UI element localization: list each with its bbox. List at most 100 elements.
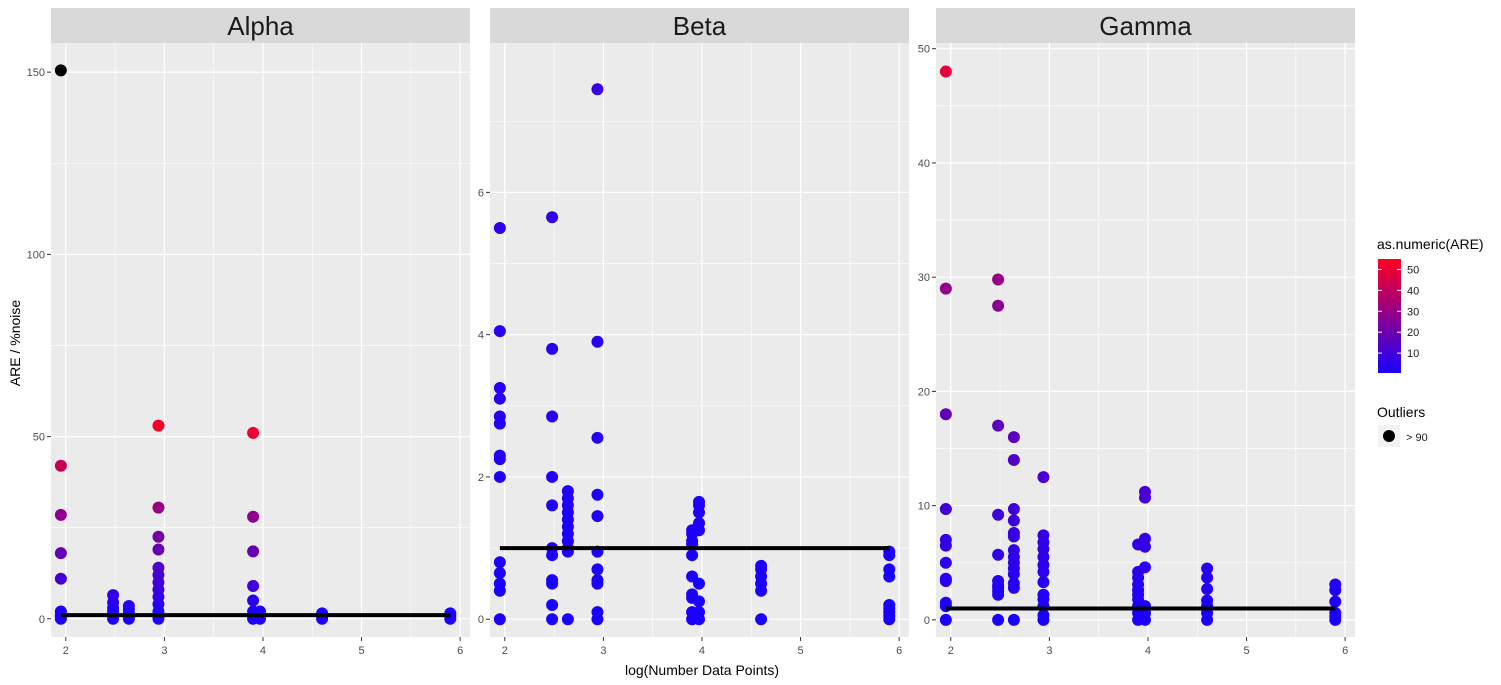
- panel-title-alpha: Alpha: [227, 11, 294, 41]
- data-point: [992, 273, 1005, 286]
- data-point: [152, 501, 165, 514]
- y-tick-label: 10: [918, 501, 930, 513]
- y-tick-label: 100: [27, 249, 45, 261]
- data-point: [546, 499, 559, 512]
- data-point: [992, 419, 1005, 432]
- outlier-legend-key: [1383, 430, 1395, 442]
- data-point: [1007, 514, 1020, 527]
- data-point: [493, 566, 506, 579]
- data-point: [493, 470, 506, 483]
- y-tick-label: 0: [924, 615, 930, 627]
- data-point: [1007, 581, 1020, 594]
- data-point: [1139, 491, 1152, 504]
- x-tick-label: 4: [699, 645, 705, 657]
- data-point: [1139, 540, 1152, 553]
- y-tick-label: 4: [478, 330, 484, 342]
- data-point: [1201, 613, 1214, 626]
- data-point: [493, 392, 506, 405]
- data-point: [939, 503, 952, 516]
- y-tick-label: 40: [918, 158, 930, 170]
- panel-alpha: Alpha 2 3 4 5 6 0 50 100 150: [27, 8, 470, 657]
- data-point: [686, 549, 699, 562]
- data-point: [883, 549, 896, 562]
- data-point: [1037, 613, 1050, 626]
- x-tick-label: 4: [1145, 645, 1151, 657]
- y-tick-label: 150: [27, 67, 45, 79]
- data-point: [591, 613, 604, 626]
- data-point: [54, 572, 67, 585]
- data-point: [247, 545, 260, 558]
- data-point: [883, 613, 896, 626]
- data-point: [247, 594, 260, 607]
- color-legend-title: as.numeric(ARE): [1377, 236, 1484, 252]
- panel-title-beta: Beta: [673, 11, 727, 41]
- x-axis-label: log(Number Data Points): [625, 662, 779, 678]
- data-point: [54, 459, 67, 472]
- data-point: [493, 613, 506, 626]
- color-legend-tick-label: 20: [1407, 327, 1419, 339]
- x-tick-label: 2: [502, 645, 508, 657]
- data-point: [546, 410, 559, 423]
- data-point: [939, 65, 952, 78]
- data-point: [939, 556, 952, 569]
- panel-gamma: Gamma 2 3 4 5 6 0 10 20 30 40 50: [918, 8, 1355, 657]
- data-point: [939, 282, 952, 295]
- x-tick-label: 2: [63, 645, 69, 657]
- data-point: [992, 613, 1005, 626]
- x-tick-label: 5: [797, 645, 803, 657]
- data-point: [546, 211, 559, 224]
- data-point: [591, 83, 604, 96]
- data-point: [939, 575, 952, 588]
- data-point: [1007, 530, 1020, 543]
- data-point: [493, 584, 506, 597]
- data-point: [546, 549, 559, 562]
- color-legend-bar: [1378, 259, 1401, 373]
- data-point: [591, 577, 604, 590]
- data-point: [992, 508, 1005, 521]
- data-point: [152, 530, 165, 543]
- y-tick-label: 0: [39, 614, 45, 626]
- outlier-legend-title: Outliers: [1377, 404, 1425, 420]
- y-tick-label: 2: [478, 472, 484, 484]
- data-point: [755, 613, 768, 626]
- outlier-point: [54, 64, 67, 77]
- y-axis-label: ARE / %noise: [7, 300, 23, 387]
- data-point: [1007, 613, 1020, 626]
- color-legend-tick-label: 40: [1407, 285, 1419, 297]
- data-point: [1329, 613, 1342, 626]
- x-tick-label: 2: [948, 645, 954, 657]
- data-point: [1139, 561, 1152, 574]
- y-tick-label: 20: [918, 386, 930, 398]
- data-point: [693, 577, 706, 590]
- data-point: [493, 382, 506, 395]
- data-point: [1201, 583, 1214, 596]
- x-tick-label: 3: [161, 645, 167, 657]
- y-tick-label: 30: [918, 272, 930, 284]
- panel-title-gamma: Gamma: [1099, 11, 1192, 41]
- data-point: [493, 417, 506, 430]
- data-point: [493, 453, 506, 466]
- data-point: [755, 584, 768, 597]
- strip-alpha: [51, 8, 470, 43]
- data-point: [591, 510, 604, 523]
- data-point: [546, 598, 559, 611]
- data-point: [546, 613, 559, 626]
- data-point: [54, 547, 67, 560]
- panel-bg-alpha: [51, 43, 470, 637]
- data-point: [693, 524, 706, 537]
- data-point: [591, 563, 604, 576]
- strip-beta: [490, 8, 909, 43]
- color-legend-ticks: 10 20 30 40 50: [1378, 264, 1419, 360]
- data-point: [1007, 568, 1020, 581]
- data-point: [1139, 613, 1152, 626]
- x-tick-label: 5: [358, 645, 364, 657]
- x-tick-label: 6: [457, 645, 463, 657]
- data-point: [561, 613, 574, 626]
- y-tick-label: 0: [478, 614, 484, 626]
- data-point: [1201, 562, 1214, 575]
- data-point: [992, 299, 1005, 312]
- data-point: [1037, 565, 1050, 578]
- data-point: [939, 539, 952, 552]
